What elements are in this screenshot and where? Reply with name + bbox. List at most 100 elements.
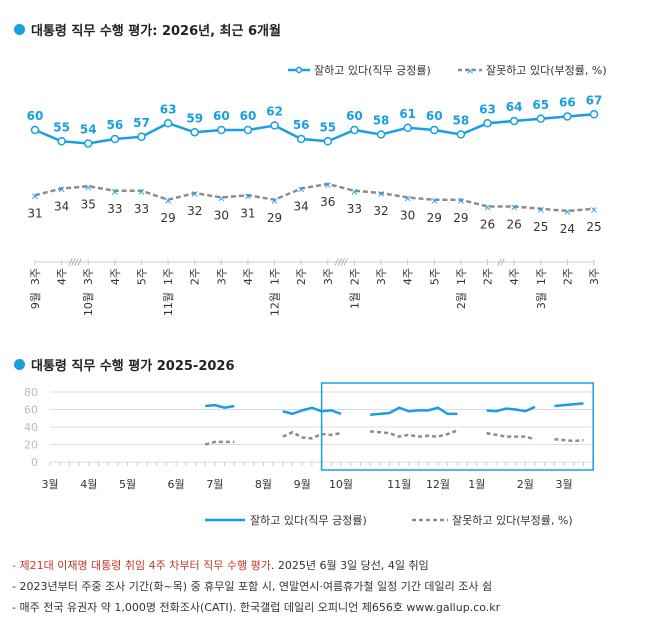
x-tick-label-month: 12월 bbox=[269, 292, 282, 316]
positive-data-label: 65 bbox=[532, 98, 549, 112]
negative-point: × bbox=[537, 205, 545, 216]
positive-point bbox=[456, 130, 466, 139]
month-label: 1월 bbox=[468, 478, 485, 491]
negative-point: × bbox=[191, 189, 199, 200]
x-tick-label-month: 3월 bbox=[535, 292, 548, 309]
negative-point: × bbox=[57, 185, 65, 196]
x-tick-label-week: 3주 bbox=[375, 268, 388, 285]
negative-data-label: 30 bbox=[214, 209, 229, 223]
negative-data-label: 26 bbox=[507, 218, 522, 232]
positive-point bbox=[83, 139, 93, 148]
x-tick-label-month: 1월 bbox=[348, 292, 361, 309]
x-tick-label-week: 1주 bbox=[269, 268, 282, 285]
x-tick-label-week: 3주 bbox=[322, 268, 335, 285]
positive-point bbox=[483, 119, 492, 128]
positive-data-label: 55 bbox=[319, 120, 336, 134]
axis-break-mark: //// bbox=[68, 258, 82, 268]
x-tick-label-week: 1주 bbox=[162, 268, 175, 285]
positive-point bbox=[563, 112, 572, 121]
x-tick-label-month: 9월 bbox=[29, 292, 42, 309]
chart2-title: 대통령 직무 수행 평가 2025-2026 bbox=[14, 355, 235, 374]
positive-data-label: 63 bbox=[160, 102, 177, 116]
negative-point: × bbox=[430, 196, 438, 207]
footnote-1-highlight: - 제21대 이재명 대통령 취임 4주 차부터 직무 수행 평가 bbox=[12, 559, 271, 572]
positive-point bbox=[430, 125, 439, 135]
x-tick-label-week: 3주 bbox=[215, 268, 228, 285]
month-label: 11월 bbox=[387, 478, 411, 491]
negative-segment bbox=[554, 438, 584, 443]
positive-data-label: 56 bbox=[293, 118, 310, 132]
x-tick-label-week: 3주 bbox=[588, 268, 601, 285]
negative-point: × bbox=[403, 194, 411, 205]
negative-point: × bbox=[217, 194, 225, 205]
month-label: 3월 bbox=[556, 478, 573, 491]
x-tick-label-week: 4주 bbox=[109, 268, 122, 285]
y-tick-label: 40 bbox=[24, 421, 38, 434]
negative-data-label: 25 bbox=[586, 220, 601, 234]
positive-point bbox=[163, 119, 173, 128]
legend-negative-marker: × bbox=[466, 66, 474, 77]
positive-data-label: 60 bbox=[346, 109, 363, 123]
x-tick-label-week: 4주 bbox=[242, 268, 255, 285]
positive-point bbox=[589, 110, 599, 119]
positive-data-label: 62 bbox=[266, 105, 283, 119]
negative-point: × bbox=[510, 203, 518, 214]
x-tick-label-week: 3주 bbox=[29, 268, 42, 285]
chart1-title: 대통령 직무 수행 평가: 2026년, 최근 6개월 bbox=[14, 20, 281, 39]
negative-segment bbox=[486, 431, 536, 441]
month-label: 2월 bbox=[517, 478, 534, 491]
bullet-icon bbox=[14, 359, 25, 370]
x-tick-label-week: 2주 bbox=[482, 268, 495, 285]
month-label: 9월 bbox=[294, 478, 311, 491]
month-label: 8월 bbox=[255, 478, 272, 491]
axis-break-mark: // bbox=[497, 258, 505, 268]
negative-data-label: 33 bbox=[107, 202, 122, 216]
positive-data-label: 66 bbox=[559, 96, 576, 110]
negative-point: × bbox=[137, 187, 145, 198]
negative-data-label: 25 bbox=[533, 220, 548, 234]
negative-data-label: 33 bbox=[134, 202, 149, 216]
negative-point: × bbox=[377, 189, 385, 200]
negative-point: × bbox=[590, 205, 598, 216]
x-tick-label-week: 4주 bbox=[402, 268, 415, 285]
positive-point bbox=[323, 137, 333, 146]
positive-data-label: 54 bbox=[80, 123, 97, 137]
positive-point bbox=[110, 134, 120, 144]
negative-point: × bbox=[164, 196, 172, 207]
negative-line bbox=[34, 182, 595, 213]
negative-data-label: 29 bbox=[427, 211, 442, 225]
positive-point bbox=[243, 125, 253, 135]
positive-segment bbox=[369, 406, 458, 416]
x-tick-label-week: 4주 bbox=[508, 268, 521, 285]
legend-positive-marker bbox=[295, 66, 303, 74]
x-tick-label-week: 2주 bbox=[561, 268, 574, 285]
negative-data-label: 26 bbox=[480, 218, 495, 232]
x-tick-label-month: 2월 bbox=[455, 292, 468, 309]
negative-data-label: 35 bbox=[81, 197, 96, 211]
x-tick-label-week: 1주 bbox=[455, 268, 468, 285]
negative-data-label: 31 bbox=[240, 206, 255, 220]
negative-data-label: 33 bbox=[347, 202, 362, 216]
positive-data-label: 67 bbox=[586, 93, 603, 107]
positive-point bbox=[30, 125, 40, 135]
positive-point bbox=[217, 125, 226, 135]
month-label: 6월 bbox=[168, 478, 185, 491]
chart1-title-text: 대통령 직무 수행 평가: 2026년, 최근 6개월 bbox=[31, 24, 281, 39]
negative-data-label: 30 bbox=[400, 209, 415, 223]
negative-segment bbox=[204, 440, 235, 446]
negative-point: × bbox=[244, 191, 252, 202]
legend2-positive-label: 잘하고 있다(직무 긍정률) bbox=[250, 513, 367, 527]
positive-data-label: 60 bbox=[213, 109, 230, 123]
x-tick-label-week: 1주 bbox=[535, 268, 548, 285]
footnote-3: - 매주 전국 유권자 약 1,000명 전화조사(CATI). 한국갤럽 데일… bbox=[12, 601, 501, 614]
chart2-title-text: 대통령 직무 수행 평가 2025-2026 bbox=[31, 359, 235, 374]
positive-data-label: 61 bbox=[399, 107, 416, 121]
negative-point: × bbox=[297, 185, 305, 196]
negative-point: × bbox=[324, 180, 332, 191]
negative-data-label: 36 bbox=[320, 195, 335, 209]
negative-point: × bbox=[563, 207, 571, 218]
y-tick-label: 80 bbox=[24, 386, 38, 399]
positive-point bbox=[536, 114, 546, 123]
footnote-1-rest: . 2025년 6월 3일 당선, 4일 취임 bbox=[270, 559, 429, 572]
x-tick-label-month: 10월 bbox=[82, 292, 95, 316]
